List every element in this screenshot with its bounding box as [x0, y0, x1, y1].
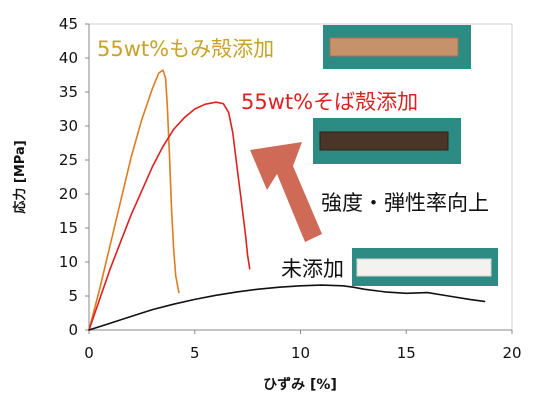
series-line-2 [88, 101, 251, 331]
y-tick-label: 35 [59, 83, 78, 101]
y-tick-label: 5 [68, 287, 78, 305]
y-tick-label: 40 [59, 49, 78, 67]
y-tick-label: 25 [59, 151, 78, 169]
x-tick-label: 0 [84, 344, 94, 362]
improvement-arrow [250, 142, 322, 242]
x-axis-label: ひずみ [%] [263, 376, 337, 393]
annotation-momi: 55wt%もみ殻添加 [97, 37, 274, 61]
y-tick-label: 10 [59, 253, 78, 271]
y-axis-label: 応力 [MPa] [12, 140, 28, 213]
x-tick-label: 20 [502, 344, 521, 362]
photo-none-specimen [352, 248, 498, 286]
x-tick-label: 10 [291, 344, 310, 362]
y-tick-label: 45 [59, 15, 78, 33]
series-layer [88, 69, 486, 331]
annotation-improvement: 強度・弾性率向上 [321, 191, 489, 215]
y-tick-label: 20 [59, 185, 78, 203]
y-tick-label: 15 [59, 219, 78, 237]
axes: 0 5 10 15 20 25 30 35 40 45 0 5 10 15 20 [59, 15, 522, 362]
annotation-soba: 55wt%そば殻添加 [241, 90, 418, 114]
x-tick-label: 15 [397, 344, 416, 362]
y-tick-label: 30 [59, 117, 78, 135]
annotation-none: 未添加 [281, 257, 344, 281]
series-line-3 [88, 284, 486, 331]
y-tick-label: 0 [68, 321, 78, 339]
x-tick-label: 5 [190, 344, 200, 362]
photo-soba-specimen [313, 118, 461, 164]
series-line-1 [88, 69, 180, 331]
photo-momi-specimen [323, 25, 471, 69]
